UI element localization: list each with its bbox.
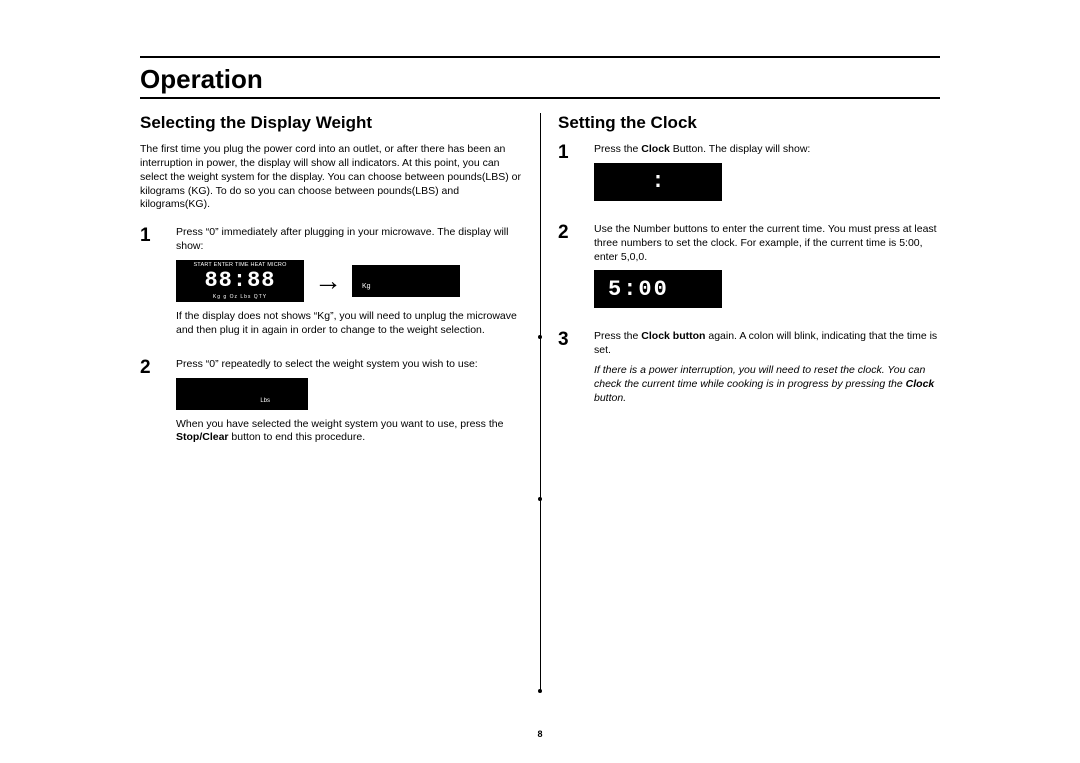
display-row: 5:00 [594, 270, 940, 308]
step-text: Press “0” immediately after plugging in … [176, 226, 522, 254]
right-step-1: 1 Press the Clock Button. The display wi… [558, 143, 940, 209]
right-column: Setting the Clock 1 Press the Clock Butt… [540, 113, 940, 695]
right-step-2: 2 Use the Number buttons to enter the cu… [558, 223, 940, 317]
step-body: Press the Clock button again. A colon wi… [594, 330, 940, 411]
step-text: Press “0” repeatedly to select the weigh… [176, 358, 522, 372]
lcd-lbs: Lbs [176, 378, 308, 410]
lcd-colon-glyph: : [594, 163, 722, 201]
step-number: 2 [558, 223, 594, 317]
step-text: Use the Number buttons to enter the curr… [594, 223, 940, 265]
left-step-2: 2 Press “0” repeatedly to select the wei… [140, 358, 522, 452]
step-number: 1 [140, 226, 176, 343]
text-part: Button. The display will show: [670, 143, 810, 155]
text-part: When you have selected the weight system… [176, 418, 503, 430]
text-part: Press the [594, 143, 641, 155]
lcd-500: 5:00 [594, 270, 722, 308]
left-heading: Selecting the Display Weight [140, 113, 522, 133]
lcd-lbs-label: Lbs [260, 398, 270, 406]
right-step-3: 3 Press the Clock button again. A colon … [558, 330, 940, 411]
lcd-kg-label: Kg [362, 282, 371, 291]
step-text: Press the Clock button again. A colon wi… [594, 330, 940, 358]
lcd-bottom-labels: Kg g Oz Lbs QTY [176, 294, 304, 301]
step-number: 3 [558, 330, 594, 411]
text-part: button. [594, 392, 626, 404]
lcd-colon: : [594, 163, 722, 201]
step-body: Press “0” repeatedly to select the weigh… [176, 358, 522, 452]
left-intro: The first time you plug the power cord i… [140, 143, 522, 212]
lcd-kg-only: Kg [352, 265, 460, 297]
rule-under-title [140, 97, 940, 99]
step-text: Press the Clock Button. The display will… [594, 143, 940, 157]
note-text: If there is a power interruption, you wi… [594, 364, 940, 406]
rule-top [140, 56, 940, 58]
lcd-time-glyph: 5:00 [608, 270, 722, 308]
two-column-layout: Selecting the Display Weight The first t… [140, 113, 940, 695]
step-text-after: When you have selected the weight system… [176, 418, 522, 446]
step-body: Press “0” immediately after plugging in … [176, 226, 522, 343]
bold-part: Clock [641, 143, 670, 155]
arrow-icon: → [314, 267, 342, 295]
bold-part: Clock button [641, 330, 705, 342]
lcd-all-indicators: START ENTER TIME HEAT MICRO 88:88 Kg g O… [176, 260, 304, 302]
bold-part: Stop/Clear [176, 431, 229, 443]
manual-page: Operation Selecting the Display Weight T… [0, 0, 1080, 763]
step-text-after: If the display does not shows “Kg”, you … [176, 310, 522, 338]
step-number: 2 [140, 358, 176, 452]
display-row: Lbs [176, 378, 522, 410]
step-number: 1 [558, 143, 594, 209]
step-body: Use the Number buttons to enter the curr… [594, 223, 940, 317]
step-body: Press the Clock Button. The display will… [594, 143, 940, 209]
right-heading: Setting the Clock [558, 113, 940, 133]
page-number: 8 [0, 729, 1080, 739]
page-title: Operation [140, 64, 940, 95]
text-part: button to end this procedure. [229, 431, 366, 443]
left-column: Selecting the Display Weight The first t… [140, 113, 540, 695]
seg-digits: 88:88 [204, 270, 275, 292]
lcd-segments: 88:88 [176, 270, 304, 292]
display-row: START ENTER TIME HEAT MICRO 88:88 Kg g O… [176, 260, 522, 302]
bold-part: Clock [906, 378, 935, 390]
text-part: Press the [594, 330, 641, 342]
left-step-1: 1 Press “0” immediately after plugging i… [140, 226, 522, 343]
display-row: : [594, 163, 940, 201]
text-part: If there is a power interruption, you wi… [594, 364, 925, 390]
